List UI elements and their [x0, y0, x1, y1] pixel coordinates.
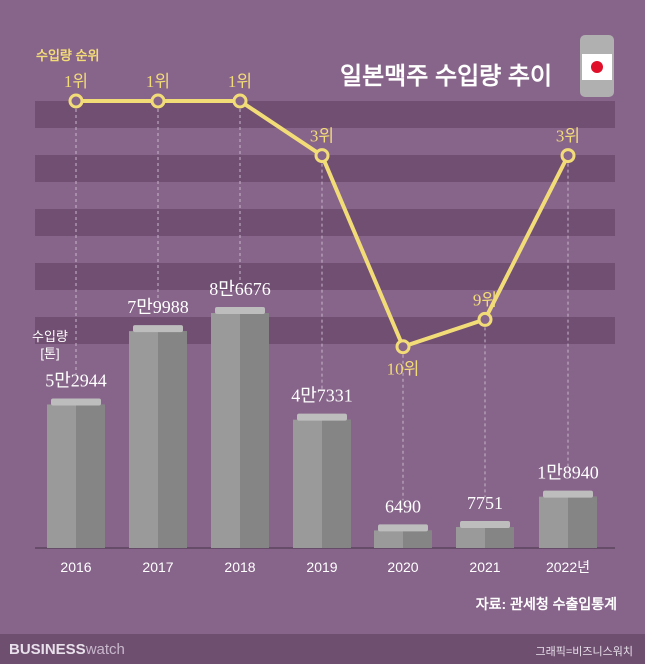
x-tick-label: 2016: [60, 559, 91, 575]
rank-point: [232, 93, 248, 109]
source-note: 자료: 관세청 수출입통계: [475, 596, 617, 612]
x-tick-label: 2018: [224, 559, 255, 575]
rank-point: [68, 93, 84, 109]
rank-label: 3위: [556, 127, 580, 146]
background-band: [35, 101, 615, 128]
background-band: [35, 209, 615, 236]
bar-value-label: 7751: [467, 493, 503, 513]
page-title: 일본맥주 수입량 추이: [340, 63, 553, 90]
bar-shade: [568, 496, 597, 548]
bar-value-label: 1만8940: [537, 463, 599, 483]
bar-lid: [297, 413, 347, 421]
x-tick-label: 2021: [469, 559, 500, 575]
bar-shade: [158, 331, 187, 548]
rank-point: [477, 311, 493, 327]
bar-lid: [215, 307, 265, 314]
bar-lid: [460, 520, 510, 528]
rank-label: 1위: [146, 72, 170, 91]
bar-value-label: 4만7331: [291, 386, 353, 406]
rank-label: 9위: [473, 290, 497, 309]
rank-axis-title: 수입량 순위: [36, 48, 100, 63]
bar-shade: [403, 530, 432, 548]
bar-shade: [322, 419, 351, 548]
rank-point: [150, 93, 166, 109]
bar-value-label: 6490: [385, 496, 421, 516]
x-tick-label: 2020: [387, 559, 418, 575]
rank-label: 3위: [310, 127, 334, 146]
rank-label: 1위: [64, 72, 88, 91]
graphic-credit: 그래픽=비즈니스워치: [535, 646, 633, 658]
brand-logo: BUSINESSwatch: [9, 641, 125, 658]
rank-point: [395, 339, 411, 355]
bar-value-label: 8만6676: [209, 279, 271, 299]
flag-sun: [591, 61, 603, 73]
rank-label: 1위: [228, 72, 252, 91]
bar-shade: [240, 313, 269, 548]
bar-value-label: 5만2944: [45, 370, 107, 390]
unit-label: 수입량 [톤]: [32, 329, 68, 361]
bar-shade: [76, 404, 105, 548]
bar-lid: [133, 325, 183, 333]
rank-label: 10위: [387, 360, 420, 379]
background-band: [35, 317, 615, 344]
bar-value-label: 7만9988: [127, 297, 189, 317]
footer: BUSINESSwatch 그래픽=비즈니스워치: [0, 634, 645, 664]
x-tick-label: 2017: [142, 559, 173, 575]
bar-lid: [378, 524, 428, 532]
rank-point: [560, 148, 576, 164]
bar-shade: [485, 526, 514, 548]
background-band: [35, 263, 615, 290]
x-tick-label: 2022년: [546, 559, 590, 575]
rank-point: [314, 148, 330, 164]
bar-lid: [51, 398, 101, 406]
bar-lid: [543, 490, 593, 498]
x-tick-label: 2019: [306, 559, 337, 575]
